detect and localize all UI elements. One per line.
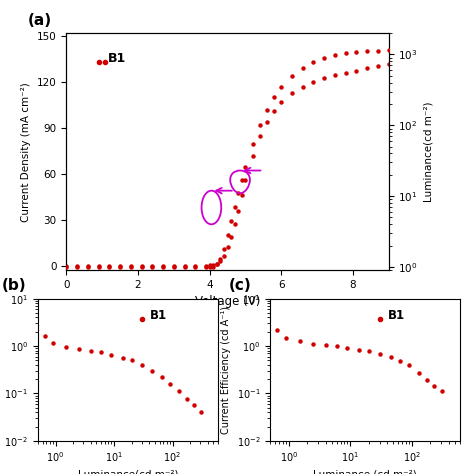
Y-axis label: Luminance(cd m⁻²): Luminance(cd m⁻²)	[423, 101, 433, 202]
Text: (c): (c)	[228, 278, 251, 293]
Y-axis label: Current Density (mA cm⁻²): Current Density (mA cm⁻²)	[21, 82, 31, 221]
Text: B1: B1	[150, 309, 167, 321]
Text: B1: B1	[388, 309, 405, 321]
Text: B1: B1	[108, 52, 127, 64]
X-axis label: Luminance (cd m⁻²): Luminance (cd m⁻²)	[313, 470, 417, 474]
Text: (b): (b)	[2, 278, 27, 293]
X-axis label: Luminance(cd m⁻²): Luminance(cd m⁻²)	[78, 470, 178, 474]
Y-axis label: Current Efficiency (cd A⁻¹): Current Efficiency (cd A⁻¹)	[221, 306, 231, 434]
X-axis label: Voltage (V): Voltage (V)	[195, 295, 260, 309]
Text: (a): (a)	[27, 13, 52, 28]
